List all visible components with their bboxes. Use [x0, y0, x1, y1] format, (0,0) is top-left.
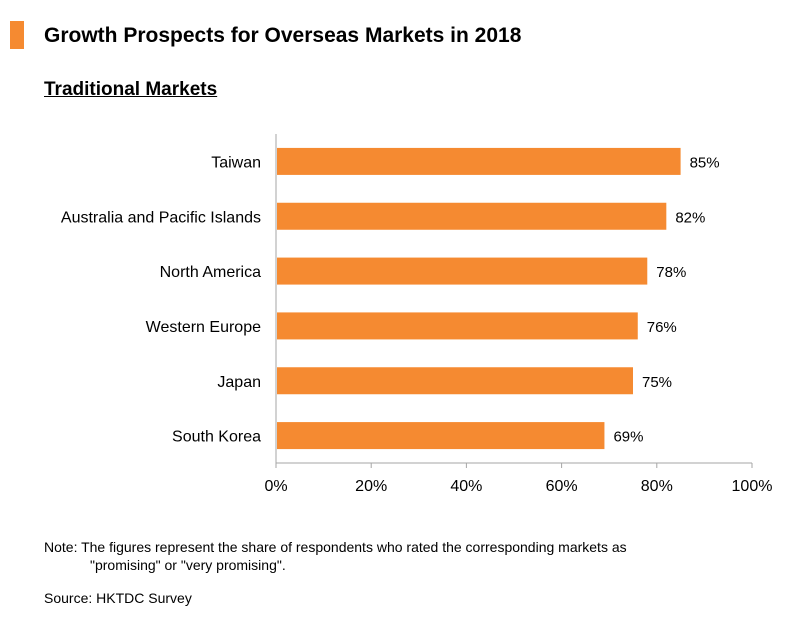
category-label-australia-and-pacific-islands: Australia and Pacific Islands: [61, 209, 261, 226]
category-label-western-europe: Western Europe: [146, 319, 261, 336]
bar-japan: [277, 367, 633, 395]
value-label-taiwan: 85%: [690, 154, 720, 171]
x-tick-label-80: 80%: [641, 478, 673, 495]
bar-australia-and-pacific-islands: [277, 202, 667, 230]
x-tick-label-0: 0%: [264, 478, 287, 495]
bar-taiwan: [277, 147, 681, 175]
value-label-japan: 75%: [642, 374, 672, 391]
category-label-japan: Japan: [217, 374, 261, 391]
value-label-western-europe: 76%: [647, 319, 677, 336]
bar-western-europe: [277, 312, 638, 340]
note-line-1: Note: The figures represent the share of…: [44, 539, 627, 555]
x-tick-label-20: 20%: [355, 478, 387, 495]
note-line-2: "promising" or "very promising".: [90, 557, 286, 573]
bar-south-korea: [277, 422, 605, 450]
chart-source: Source: HKTDC Survey: [44, 590, 192, 606]
category-label-north-america: North America: [160, 264, 261, 281]
value-label-south-korea: 69%: [613, 429, 643, 446]
chart-subtitle: Traditional Markets: [44, 79, 218, 100]
category-label-south-korea: South Korea: [172, 429, 261, 446]
value-label-australia-and-pacific-islands: 82%: [675, 209, 705, 226]
value-label-north-america: 78%: [656, 264, 686, 281]
chart-title: Growth Prospects for Overseas Markets in…: [44, 24, 522, 47]
x-tick-label-60: 60%: [546, 478, 578, 495]
x-tick-label-100: 100%: [732, 478, 773, 495]
x-tick-label-40: 40%: [450, 478, 482, 495]
bar-chart: 0% 20% 40% 60% 80% 100% Taiwan 85% Australia and…: [61, 134, 773, 495]
category-label-taiwan: Taiwan: [211, 154, 261, 171]
title-marker: [10, 21, 24, 49]
chart-note: Note: The figures represent the share of…: [44, 538, 764, 574]
bar-north-america: [277, 257, 648, 285]
